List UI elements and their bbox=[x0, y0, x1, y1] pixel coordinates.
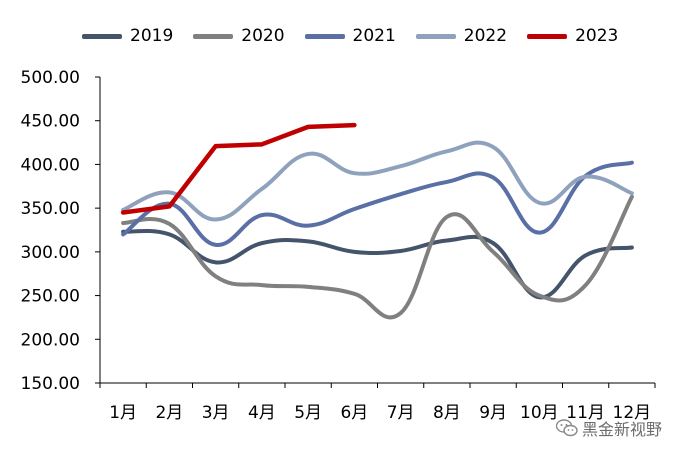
legend-label: 2020 bbox=[241, 26, 285, 46]
x-tick-label: 7月 bbox=[387, 403, 415, 423]
x-tick-label: 8月 bbox=[433, 403, 461, 423]
series-line-2021 bbox=[121, 160, 634, 247]
series-lines bbox=[120, 122, 634, 320]
legend-swatch bbox=[304, 33, 345, 39]
y-tick-label: 250.00 bbox=[21, 287, 80, 307]
legend-item-2019: 2019 bbox=[82, 26, 173, 46]
legend-swatch bbox=[82, 33, 122, 39]
legend-swatch bbox=[193, 33, 234, 39]
y-tick-label: 200.00 bbox=[21, 330, 80, 350]
y-tick-label: 450.00 bbox=[21, 112, 80, 132]
watermark-text: 黑金新视野 bbox=[581, 420, 662, 439]
x-tick-label: 5月 bbox=[294, 403, 322, 423]
wechat-icon bbox=[555, 419, 578, 437]
x-tick-label: 9月 bbox=[479, 403, 507, 423]
axes bbox=[99, 77, 655, 384]
y-tick-label: 500.00 bbox=[21, 68, 80, 88]
legend-swatch bbox=[415, 33, 456, 39]
y-axis-ticks: 150.00 200.00 250.00 300.00 350.00 400.00 450.… bbox=[21, 68, 100, 394]
x-axis-ticks: 1月 2月 3月 4月 5月 6月 7月 8月 9月 10月 11月 12月 bbox=[99, 383, 656, 423]
y-tick-label: 350.00 bbox=[21, 199, 80, 219]
legend-item-2021: 2021 bbox=[304, 26, 396, 46]
legend-swatch bbox=[527, 33, 568, 39]
series-line-2020 bbox=[121, 194, 634, 320]
legend-label: 2023 bbox=[575, 26, 619, 46]
x-tick-label: 10月 bbox=[520, 403, 559, 423]
series-line-2022 bbox=[121, 140, 634, 222]
y-tick-label: 150.00 bbox=[21, 374, 80, 394]
series-line-2019 bbox=[121, 228, 634, 300]
x-tick-label: 6月 bbox=[340, 403, 368, 423]
y-tick-label: 300.00 bbox=[21, 243, 80, 263]
legend-label: 2019 bbox=[130, 26, 174, 46]
x-tick-label: 3月 bbox=[202, 403, 230, 423]
legend-item-2022: 2022 bbox=[415, 26, 508, 46]
x-tick-label: 11月 bbox=[566, 403, 605, 423]
x-tick-label: 2月 bbox=[155, 403, 183, 423]
series-line-2023 bbox=[120, 122, 357, 215]
legend: 2019 2020 2021 2022 2023 bbox=[82, 26, 638, 46]
legend-label: 2022 bbox=[463, 26, 508, 46]
legend-label: 2021 bbox=[352, 26, 396, 46]
x-tick-label: 12月 bbox=[613, 403, 652, 423]
legend-item-2023: 2023 bbox=[527, 26, 618, 46]
legend-item-2020: 2020 bbox=[193, 26, 285, 46]
x-tick-label: 4月 bbox=[248, 403, 276, 423]
y-tick-label: 400.00 bbox=[21, 155, 80, 175]
x-tick-label: 1月 bbox=[109, 403, 137, 423]
watermark: 黑金新视野 bbox=[555, 416, 662, 440]
